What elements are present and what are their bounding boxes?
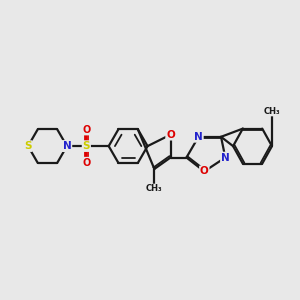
Text: O: O [166, 130, 175, 140]
Text: O: O [82, 158, 91, 168]
Text: S: S [82, 141, 90, 151]
Text: N: N [221, 152, 230, 163]
Text: O: O [200, 167, 209, 176]
Text: N: N [194, 132, 203, 142]
Text: S: S [24, 141, 32, 151]
Text: CH₃: CH₃ [146, 184, 163, 194]
Text: N: N [62, 141, 71, 151]
Text: O: O [82, 124, 91, 135]
Text: CH₃: CH₃ [264, 106, 280, 116]
Text: N: N [62, 141, 71, 151]
